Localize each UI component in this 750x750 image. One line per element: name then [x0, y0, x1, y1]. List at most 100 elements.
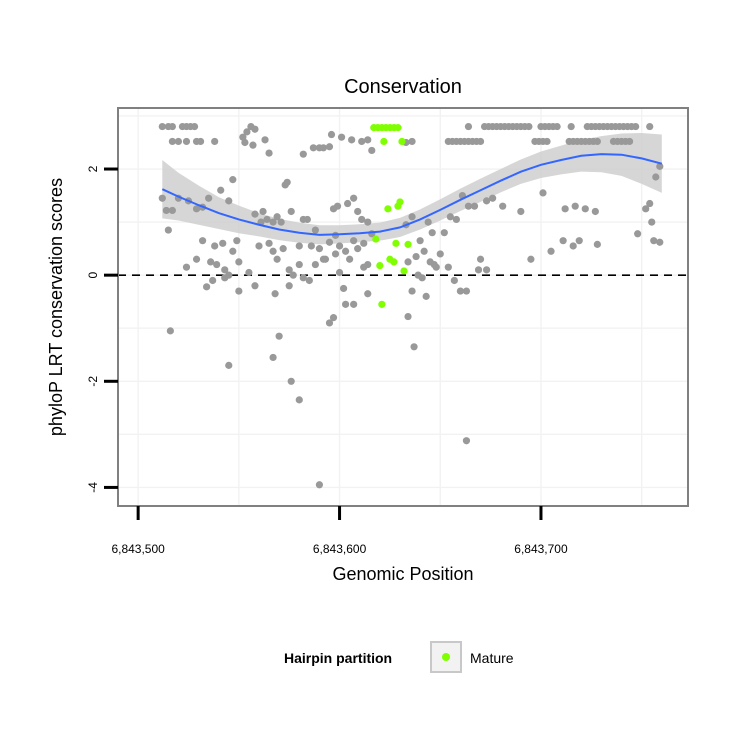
data-point — [331, 250, 340, 258]
data-point — [569, 242, 577, 250]
data-point — [470, 202, 479, 210]
data-point — [221, 266, 229, 274]
data-point — [354, 245, 362, 253]
x-axis-title: Genomic Position — [332, 564, 473, 584]
data-point — [182, 137, 191, 146]
data-point — [456, 287, 465, 295]
confidence-band — [162, 132, 662, 245]
data-point — [482, 197, 491, 205]
data-point — [319, 144, 328, 152]
mature-data-point — [390, 258, 398, 266]
data-point — [273, 255, 281, 263]
data-point — [474, 266, 483, 274]
data-point — [571, 202, 579, 210]
mature-data-point — [392, 239, 400, 247]
x-axis-ticks: 6,843,500 6,843,600 6,843,700 — [111, 506, 568, 556]
data-point — [311, 260, 319, 269]
x-tick-label: 6,843,700 — [514, 542, 568, 556]
data-point — [190, 122, 199, 131]
data-point — [525, 122, 533, 131]
data-point — [452, 215, 460, 224]
data-point — [229, 247, 237, 255]
data-point — [205, 194, 213, 202]
data-point — [650, 237, 658, 245]
data-point — [642, 205, 650, 213]
data-point — [279, 245, 287, 253]
data-point — [219, 239, 227, 247]
data-point — [192, 205, 201, 213]
data-point — [581, 205, 589, 213]
data-point — [164, 226, 172, 234]
legend-title: Hairpin partition — [284, 650, 392, 666]
data-point — [251, 125, 259, 133]
data-point — [430, 260, 438, 269]
data-point — [221, 274, 229, 282]
mature-data-point — [396, 198, 404, 206]
data-point — [211, 242, 219, 250]
data-point — [305, 276, 313, 285]
legend: Hairpin partition Mature — [284, 641, 514, 673]
plot-background — [118, 108, 688, 506]
data-point — [275, 332, 283, 340]
data-point — [476, 137, 485, 146]
data-point — [295, 242, 303, 250]
data-point — [593, 137, 601, 146]
data-point — [249, 141, 257, 149]
data-point — [255, 242, 263, 250]
data-point — [341, 247, 350, 255]
data-point — [283, 178, 291, 186]
data-point — [325, 143, 334, 151]
data-point — [315, 245, 324, 253]
data-point — [422, 292, 430, 300]
data-point — [245, 268, 253, 277]
data-point — [299, 274, 307, 282]
data-point — [337, 133, 346, 141]
data-point — [333, 202, 342, 210]
data-point — [271, 290, 279, 298]
data-point — [289, 271, 297, 279]
data-point — [360, 263, 368, 271]
data-point — [428, 229, 436, 237]
data-point — [168, 206, 176, 215]
data-point — [259, 207, 267, 216]
data-point — [325, 238, 334, 246]
data-point — [307, 242, 315, 250]
data-point — [269, 218, 277, 226]
data-point — [625, 137, 634, 146]
data-point — [543, 137, 551, 146]
data-point — [364, 218, 372, 226]
x-tick-label: 6,843,600 — [313, 542, 367, 556]
data-point — [656, 238, 664, 246]
data-point — [346, 255, 354, 263]
data-point — [344, 199, 352, 208]
data-point — [364, 290, 372, 298]
data-point — [646, 199, 654, 208]
data-point — [158, 194, 166, 202]
data-point — [424, 218, 432, 226]
y-axis-ticks: -4 -2 0 2 — [86, 165, 118, 493]
data-point — [652, 173, 660, 181]
data-point — [168, 137, 176, 146]
data-point — [325, 319, 334, 327]
data-point — [265, 149, 273, 157]
data-point — [299, 150, 307, 158]
data-point — [444, 263, 452, 271]
data-point — [265, 239, 273, 247]
data-point — [593, 240, 601, 248]
data-point — [287, 377, 295, 385]
data-point — [241, 138, 249, 147]
mature-data-point — [394, 124, 402, 132]
data-point — [233, 237, 241, 245]
data-point — [196, 137, 205, 146]
mature-data-point — [398, 137, 406, 146]
mature-data-point — [372, 235, 380, 243]
data-point — [174, 137, 183, 146]
data-point — [567, 122, 575, 131]
data-point — [166, 327, 174, 335]
data-point — [358, 137, 366, 146]
data-point — [225, 361, 233, 369]
data-point — [295, 396, 303, 404]
mature-data-point — [400, 267, 408, 275]
mature-data-point — [376, 262, 384, 270]
